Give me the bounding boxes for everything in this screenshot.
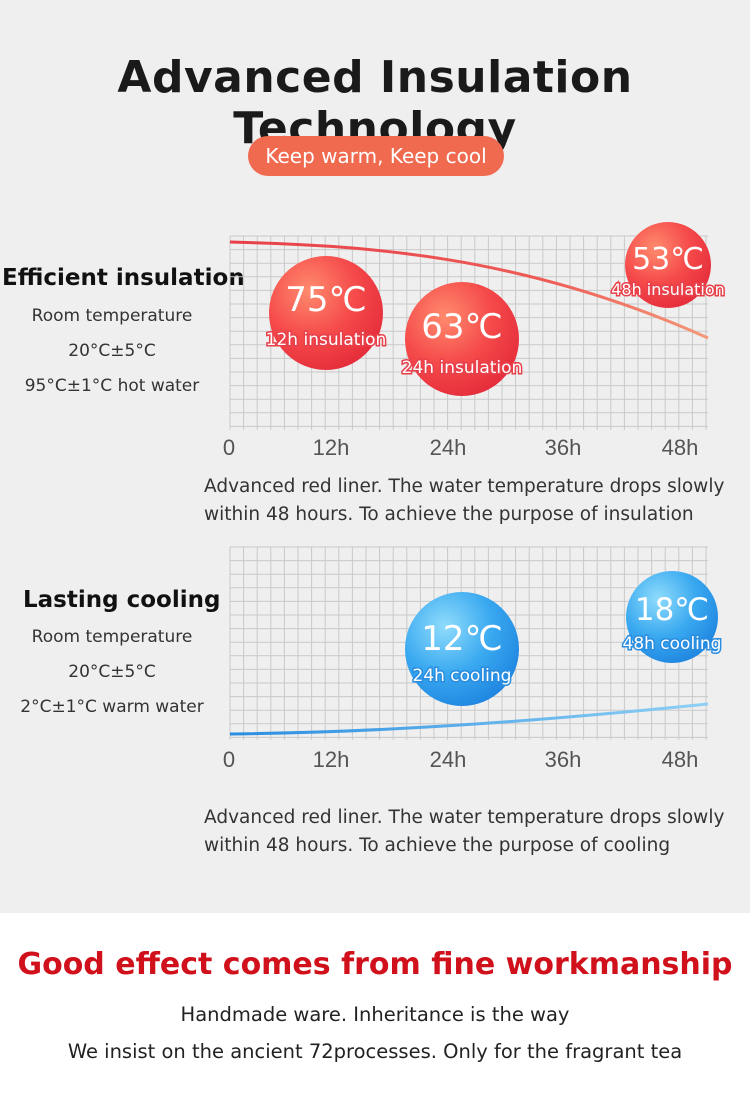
- cooling-info-room: Room temperature: [31, 627, 193, 647]
- cooling-x-tick: 48h: [662, 747, 699, 772]
- temperature-charts: 0 12h 24h 36h 48h 0 12h 24h 36h 48h 75℃ 12h insul…: [223, 222, 726, 772]
- insulation-info-room: Room temperature: [31, 306, 193, 326]
- insulation-x-ticks: 0 12h 24h 36h 48h: [223, 435, 698, 460]
- cooling-heading: Lasting cooling: [23, 587, 221, 613]
- bubble-cool-48h-value: 18℃: [635, 592, 709, 628]
- cooling-x-tick: 12h: [313, 747, 350, 772]
- bubble-24h-value: 63℃: [421, 307, 502, 347]
- insulation-x-tick: 48h: [662, 435, 699, 460]
- bubble-cool-48h-circle: [626, 571, 718, 663]
- keep-warm-badge: Keep warm, Keep cool: [248, 136, 504, 176]
- cooling-info-range: 20°C±5°C: [68, 662, 156, 682]
- cooling-desc-line1: Advanced red liner. The water temperatur…: [204, 807, 725, 828]
- insulation-heading: Efficient insulation: [2, 265, 245, 291]
- bubble-48h-circle: [625, 222, 711, 308]
- cooling-x-tick: 0: [223, 747, 235, 772]
- bubble-12h-value: 75℃: [285, 280, 366, 320]
- cooling-bubbles: 12℃ 24h cooling 18℃ 48h cooling: [405, 571, 723, 706]
- bubble-24h-label: 24h insulation: [402, 358, 523, 378]
- bubble-cool-24h-label: 24h cooling: [413, 666, 512, 686]
- bubble-cool-24h-value: 12℃: [421, 619, 502, 659]
- insulation-bubbles: 75℃ 12h insulation 63℃ 24h insulation 53℃ 48h…: [264, 222, 726, 396]
- footer-panel: [0, 913, 750, 1094]
- cooling-info-water: 2°C±1°C warm water: [20, 697, 204, 717]
- insulation-desc-line1: Advanced red liner. The water temperatur…: [204, 476, 725, 497]
- footer-line-2: We insist on the ancient 72processes. On…: [67, 1040, 683, 1063]
- insulation-x-tick: 24h: [430, 435, 467, 460]
- bubble-48h-value: 53℃: [632, 242, 704, 277]
- footer-line-1: Handmade ware. Inheritance is the way: [180, 1003, 570, 1026]
- cooling-x-tick: 24h: [430, 747, 467, 772]
- insulation-x-tick: 12h: [313, 435, 350, 460]
- cooling-desc-line2: within 48 hours. To achieve the purpose …: [204, 835, 671, 856]
- bubble-24h-circle: [405, 282, 519, 396]
- insulation-info-range: 20°C±5°C: [68, 341, 156, 361]
- bubble-12h-circle: [269, 256, 383, 370]
- bubble-cool-48h-label: 48h cooling: [623, 634, 722, 654]
- cooling-x-ticks: 0 12h 24h 36h 48h: [223, 747, 698, 772]
- cooling-curve: [229, 702, 709, 736]
- insulation-curve: [229, 240, 709, 340]
- insulation-info-water: 95°C±1°C hot water: [24, 376, 200, 396]
- bubble-12h-label: 12h insulation: [266, 330, 387, 350]
- bubble-cool-24h-circle: [405, 592, 519, 706]
- insulation-x-tick: 0: [223, 435, 235, 460]
- insulation-x-tick: 36h: [545, 435, 582, 460]
- footer-title: Good effect comes from fine workmanship: [17, 947, 733, 982]
- cooling-x-tick: 36h: [545, 747, 582, 772]
- bubble-48h-label: 48h insulation: [611, 280, 725, 299]
- insulation-desc-line2: within 48 hours. To achieve the purpose …: [204, 504, 694, 525]
